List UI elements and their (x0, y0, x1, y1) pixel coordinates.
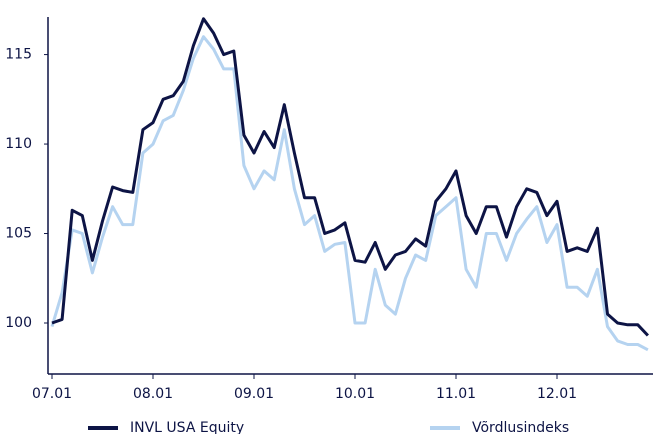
x-tick-label: 08.01 (133, 386, 173, 402)
legend-label: INVL USA Equity (130, 420, 244, 434)
y-tick-label: 110 (5, 136, 32, 152)
series-line (51, 17, 649, 337)
x-tick-label: 10.01 (335, 386, 375, 402)
x-tick-label: 12.01 (537, 386, 577, 402)
legend-label: Võrdlusindeks (472, 420, 569, 434)
y-tick-label: 115 (5, 47, 32, 63)
x-tick-label: 07.01 (32, 386, 72, 402)
series-line (50, 35, 649, 352)
x-tick-label: 09.01 (234, 386, 274, 402)
x-tick-label: 11.01 (436, 386, 476, 402)
y-tick-label: 100 (5, 315, 32, 331)
y-tick-label: 105 (5, 226, 32, 242)
